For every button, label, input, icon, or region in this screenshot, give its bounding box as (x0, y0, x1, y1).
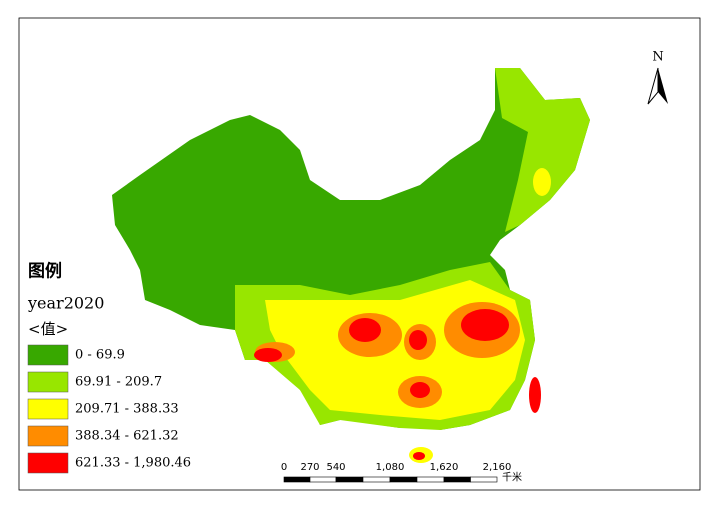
scale-segment (335, 476, 364, 483)
scale-segment (283, 476, 311, 483)
region (413, 452, 425, 460)
legend-label: 209.71 - 388.33 (75, 402, 179, 417)
scale-label: 1,620 (430, 462, 459, 473)
scale-label: 540 (326, 462, 345, 473)
legend-label: 69.91 - 209.7 (75, 375, 162, 390)
legend-label: 388.34 - 621.32 (75, 429, 179, 444)
scale-unit: 千米 (502, 471, 522, 484)
scale-segment (309, 476, 337, 483)
region (409, 330, 427, 350)
frame (18, 17, 701, 491)
scale-segment (389, 476, 418, 483)
legend-title: 图例 (28, 261, 62, 282)
scale-label: 1,080 (376, 462, 405, 473)
legend-swatch (27, 344, 69, 366)
region (529, 377, 541, 413)
region (495, 68, 590, 232)
legend-swatch (27, 398, 69, 420)
region (349, 318, 381, 342)
scale-label: 2,160 (483, 462, 512, 473)
scale-label: 270 (300, 462, 319, 473)
scale-segment (362, 476, 391, 483)
legend-swatch (27, 452, 69, 474)
scale-segment (416, 476, 445, 483)
legend-swatch (27, 371, 69, 393)
scale-label: 0 (281, 462, 287, 473)
legend: 0 - 69.9 69.91 - 209.7 209.71 - 388.33 388.… (27, 344, 191, 474)
region (410, 382, 430, 398)
arrow-right (658, 68, 668, 104)
map (112, 68, 590, 463)
scale-segment (443, 476, 471, 483)
legend-swatch (27, 425, 69, 447)
region (461, 309, 509, 341)
scale-segment (470, 476, 498, 483)
legend-field: <值> (28, 320, 68, 338)
north-arrow: N (647, 50, 668, 105)
region (254, 348, 282, 362)
north-label: N (652, 50, 663, 65)
legend-label: 621.33 - 1,980.46 (75, 456, 191, 471)
legend-label: 0 - 69.9 (75, 348, 125, 363)
legend-layer: year2020 (27, 294, 104, 313)
region (533, 168, 551, 196)
